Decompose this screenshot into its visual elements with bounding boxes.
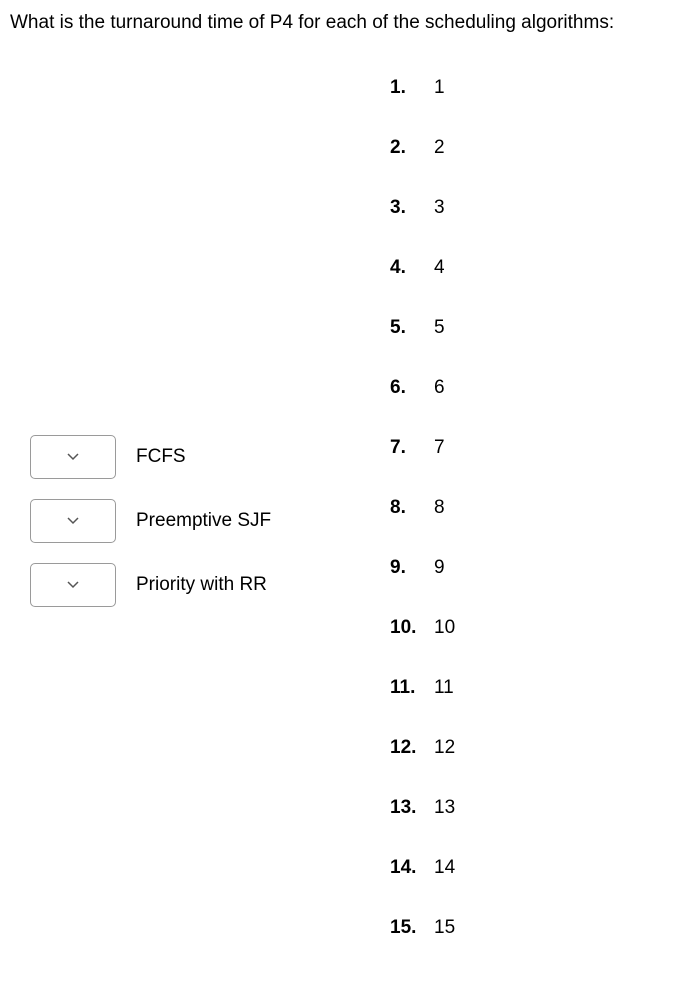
option-value: 2 — [434, 137, 445, 159]
option-item: 3.3 — [390, 197, 696, 219]
columns: FCFS Preemptive SJF Priority with RR — [0, 77, 696, 977]
option-item: 9.9 — [390, 557, 696, 579]
chevron-down-icon — [67, 514, 79, 528]
select-preemptive-sjf[interactable] — [30, 499, 116, 543]
match-row-priority-rr: Priority with RR — [30, 563, 390, 607]
match-label: Preemptive SJF — [136, 510, 271, 532]
option-value: 12 — [434, 737, 455, 759]
match-column: FCFS Preemptive SJF Priority with RR — [0, 77, 390, 627]
option-number: 6. — [390, 377, 434, 399]
option-number: 9. — [390, 557, 434, 579]
option-item: 10.10 — [390, 617, 696, 639]
option-item: 6.6 — [390, 377, 696, 399]
match-label: Priority with RR — [136, 574, 267, 596]
option-item: 4.4 — [390, 257, 696, 279]
option-value: 5 — [434, 317, 445, 339]
match-row-preemptive-sjf: Preemptive SJF — [30, 499, 390, 543]
option-value: 11 — [434, 677, 454, 699]
select-fcfs[interactable] — [30, 435, 116, 479]
option-value: 14 — [434, 857, 455, 879]
option-number: 11. — [390, 677, 434, 699]
option-number: 2. — [390, 137, 434, 159]
option-item: 14.14 — [390, 857, 696, 879]
option-number: 4. — [390, 257, 434, 279]
option-item: 2.2 — [390, 137, 696, 159]
option-value: 7 — [434, 437, 445, 459]
options-column: 1.1 2.2 3.3 4.4 5.5 6.6 7.7 8.8 9.9 10.1… — [390, 77, 696, 977]
option-value: 9 — [434, 557, 445, 579]
option-item: 7.7 — [390, 437, 696, 459]
question-container: What is the turnaround time of P4 for ea… — [0, 0, 696, 997]
option-number: 15. — [390, 917, 434, 939]
option-item: 5.5 — [390, 317, 696, 339]
chevron-down-icon — [67, 578, 79, 592]
option-number: 10. — [390, 617, 434, 639]
option-item: 1.1 — [390, 77, 696, 99]
option-number: 12. — [390, 737, 434, 759]
match-label: FCFS — [136, 446, 186, 468]
option-value: 10 — [434, 617, 455, 639]
option-item: 15.15 — [390, 917, 696, 939]
chevron-down-icon — [67, 450, 79, 464]
option-number: 14. — [390, 857, 434, 879]
option-item: 8.8 — [390, 497, 696, 519]
option-number: 3. — [390, 197, 434, 219]
option-number: 8. — [390, 497, 434, 519]
question-text: What is the turnaround time of P4 for ea… — [0, 10, 696, 37]
select-priority-rr[interactable] — [30, 563, 116, 607]
option-value: 13 — [434, 797, 455, 819]
option-item: 11.11 — [390, 677, 696, 699]
option-value: 8 — [434, 497, 445, 519]
option-number: 7. — [390, 437, 434, 459]
option-number: 13. — [390, 797, 434, 819]
option-number: 5. — [390, 317, 434, 339]
option-value: 15 — [434, 917, 455, 939]
option-value: 6 — [434, 377, 445, 399]
option-item: 12.12 — [390, 737, 696, 759]
option-value: 1 — [434, 77, 445, 99]
option-value: 3 — [434, 197, 445, 219]
option-value: 4 — [434, 257, 445, 279]
option-number: 1. — [390, 77, 434, 99]
match-row-fcfs: FCFS — [30, 435, 390, 479]
option-item: 13.13 — [390, 797, 696, 819]
